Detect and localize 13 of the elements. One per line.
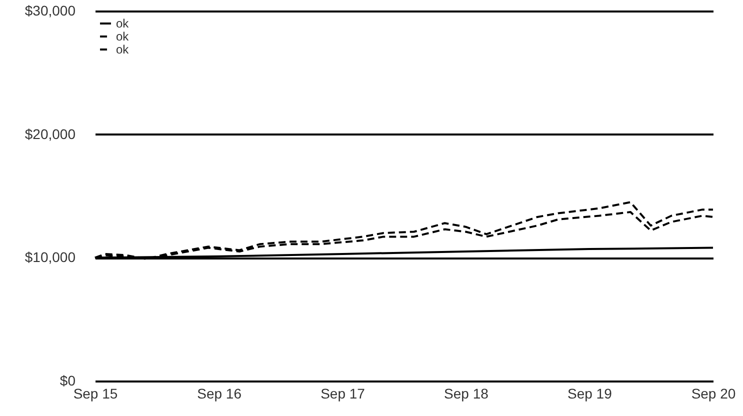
- x-tick-label: Sep 20: [691, 386, 736, 402]
- legend-label: ok: [116, 30, 130, 44]
- x-tick-label: Sep 18: [444, 386, 489, 402]
- x-tick-label: Sep 16: [197, 386, 242, 402]
- legend-label: ok: [116, 42, 130, 56]
- y-tick-label: $30,000: [24, 2, 76, 18]
- x-tick-label: Sep 19: [568, 386, 612, 402]
- y-tick-label: $0: [60, 372, 76, 388]
- y-tick-label: $20,000: [24, 126, 76, 142]
- x-tick-label: Sep 17: [320, 386, 366, 402]
- x-tick-label: Sep 15: [73, 386, 118, 402]
- y-tick-label: $10,000: [24, 249, 76, 266]
- legend-label: ok: [116, 16, 130, 30]
